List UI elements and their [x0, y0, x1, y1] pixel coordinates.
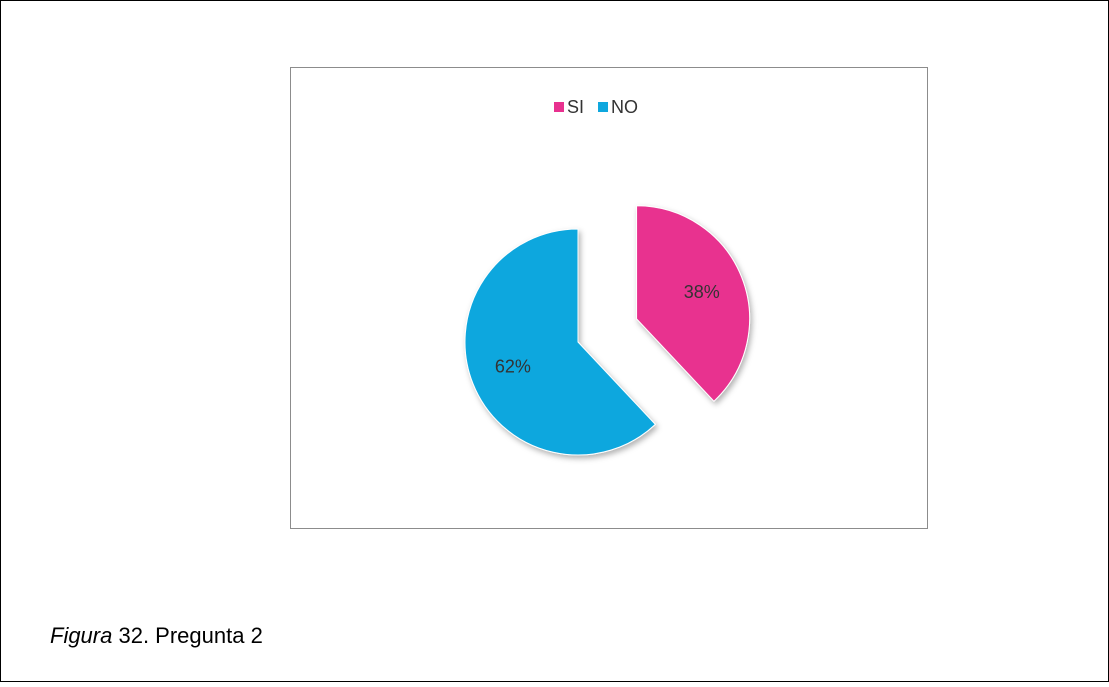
legend: SI NO — [554, 97, 638, 117]
legend-label: NO — [611, 97, 638, 117]
data-label: 38% — [684, 282, 720, 302]
pie-slice — [636, 205, 751, 402]
caption-label: Figura — [50, 623, 112, 648]
legend-swatch — [554, 102, 564, 112]
pie: 38% 62% — [464, 205, 751, 456]
caption: Figura 32. Pregunta 2 — [50, 623, 263, 648]
pie-slice — [464, 228, 657, 456]
legend-swatch — [598, 102, 609, 112]
chart-area — [290, 67, 928, 529]
legend-label: SI — [567, 97, 584, 117]
data-label: 62% — [495, 357, 531, 377]
caption-text: 32. Pregunta 2 — [118, 623, 262, 648]
